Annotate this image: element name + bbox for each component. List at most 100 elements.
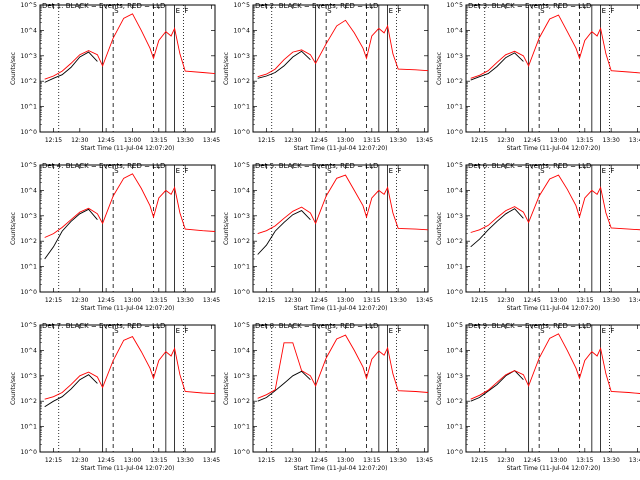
x-tick-label: 13:15 (363, 137, 380, 144)
y-tick-label: 10^0 (234, 449, 251, 456)
lld-series-line (470, 333, 640, 400)
x-tick-label: 12:30 (71, 137, 88, 144)
detector-panel: Det 7: BLACK = Events, RED = LLD 10^0 10^1… (10, 322, 220, 472)
x-tick-label: 12:15 (258, 137, 275, 144)
y-tick-label: 10^0 (21, 289, 38, 296)
y-axis-label: Counts/sec (10, 212, 17, 245)
y-tick-label: 10^5 (21, 322, 38, 329)
y-axis-label: Counts/sec (223, 52, 230, 85)
x-tick-label: 13:45 (629, 137, 640, 144)
x-tick-label: 13:30 (177, 137, 194, 144)
y-tick-label: 10^0 (447, 449, 464, 456)
x-tick-label: 13:15 (150, 137, 167, 144)
y-tick-label: 10^3 (447, 213, 464, 220)
x-tick-label: 12:45 (523, 297, 540, 304)
marker-letter: F (397, 327, 401, 335)
y-tick-label: 10^5 (447, 162, 464, 169)
y-tick-label: 10^2 (234, 78, 251, 85)
y-tick-label: 10^2 (234, 398, 251, 405)
detector-panel: Det 6: BLACK = Events, RED = LLD 10^0 10^1… (436, 162, 640, 312)
x-tick-label: 12:30 (497, 297, 514, 304)
panel-title: Det 1: BLACK = Events, RED = LLD (42, 2, 165, 10)
x-axis-label: Start Time (11-Jul-04 12:07:20) (81, 465, 175, 472)
x-axis-label: Start Time (11-Jul-04 12:07:20) (81, 145, 175, 152)
plot-frame (465, 164, 640, 293)
x-tick-label: 12:45 (310, 457, 327, 464)
plot-frame (465, 324, 640, 453)
y-tick-label: 10^0 (234, 289, 251, 296)
x-tick-label: 13:00 (124, 297, 141, 304)
x-tick-label: 12:30 (71, 457, 88, 464)
y-axis-label: Counts/sec (436, 372, 443, 405)
panel-title: Det 9: BLACK = Events, RED = LLD (468, 322, 591, 330)
marker-letter: E (602, 327, 606, 335)
detector-panel: Det 3: BLACK = Events, RED = LLD 10^0 10^1… (436, 2, 640, 152)
y-tick-label: 10^5 (234, 2, 251, 9)
y-tick-label: 10^1 (234, 264, 251, 271)
y-axis-label: Counts/sec (10, 52, 17, 85)
events-series-line (470, 52, 524, 81)
marker-letter: E (389, 167, 393, 175)
y-tick-label: 10^4 (234, 347, 251, 354)
events-series-line (470, 370, 524, 402)
x-axis-label: Start Time (11-Jul-04 12:07:20) (507, 305, 601, 312)
x-tick-label: 12:45 (523, 137, 540, 144)
y-tick-label: 10^3 (21, 213, 38, 220)
plot-frame (252, 324, 429, 453)
y-axis-label: Counts/sec (436, 212, 443, 245)
marker-letter: F (397, 167, 401, 175)
y-tick-label: 10^5 (21, 162, 38, 169)
y-tick-label: 10^3 (234, 373, 251, 380)
x-tick-label: 12:15 (471, 297, 488, 304)
x-tick-label: 12:15 (45, 137, 62, 144)
x-tick-label: 13:15 (363, 457, 380, 464)
detector-panel: Det 4: BLACK = Events, RED = LLD 10^0 10^1… (10, 162, 220, 312)
detector-panel: Det 5: BLACK = Events, RED = LLD 10^0 10^1… (223, 162, 433, 312)
y-tick-label: 10^4 (447, 187, 464, 194)
y-tick-label: 10^1 (234, 104, 251, 111)
x-tick-label: 13:45 (203, 137, 220, 144)
marker-letter: S (114, 167, 119, 175)
y-tick-label: 10^0 (234, 129, 251, 136)
x-tick-label: 13:15 (576, 137, 593, 144)
detector-panel: Det 1: BLACK = Events, RED = LLD 10^0 10^1… (10, 2, 220, 152)
x-tick-label: 13:30 (177, 297, 194, 304)
x-tick-label: 13:45 (203, 457, 220, 464)
x-tick-label: 12:45 (310, 137, 327, 144)
x-tick-label: 12:30 (284, 457, 301, 464)
y-tick-label: 10^0 (447, 129, 464, 136)
marker-letter: E (389, 327, 393, 335)
marker-letter: F (184, 167, 188, 175)
x-tick-label: 13:45 (416, 137, 433, 144)
x-tick-label: 13:45 (416, 457, 433, 464)
y-tick-label: 10^4 (234, 187, 251, 194)
plot-frame (465, 4, 640, 133)
x-tick-label: 12:45 (523, 457, 540, 464)
x-tick-label: 13:15 (363, 297, 380, 304)
panel-title: Det 5: BLACK = Events, RED = LLD (255, 162, 378, 170)
x-tick-label: 12:30 (71, 297, 88, 304)
y-tick-label: 10^4 (21, 187, 38, 194)
events-series-line (470, 208, 524, 248)
plot-frame (39, 4, 216, 133)
y-tick-label: 10^2 (234, 238, 251, 245)
y-axis-label: Counts/sec (223, 372, 230, 405)
lld-series-line (257, 334, 429, 399)
y-tick-label: 10^1 (447, 104, 464, 111)
x-tick-label: 13:45 (203, 297, 220, 304)
y-tick-label: 10^2 (447, 398, 464, 405)
x-tick-label: 13:15 (576, 297, 593, 304)
marker-letter: E (176, 327, 180, 335)
y-tick-label: 10^3 (21, 53, 38, 60)
x-axis-label: Start Time (11-Jul-04 12:07:20) (294, 305, 388, 312)
marker-letter: F (610, 167, 614, 175)
y-tick-label: 10^4 (21, 347, 38, 354)
y-tick-label: 10^2 (21, 78, 38, 85)
detector-panel: Det 2: BLACK = Events, RED = LLD 10^0 10^1… (223, 2, 433, 152)
y-tick-label: 10^3 (447, 373, 464, 380)
y-tick-label: 10^4 (21, 27, 38, 34)
x-tick-label: 12:45 (97, 297, 114, 304)
panel-title: Det 3: BLACK = Events, RED = LLD (468, 2, 591, 10)
x-tick-label: 12:30 (497, 457, 514, 464)
